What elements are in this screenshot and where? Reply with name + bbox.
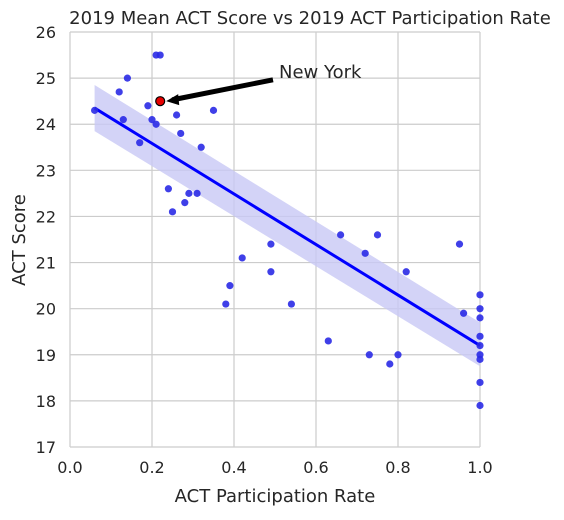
data-point xyxy=(365,351,373,359)
data-point xyxy=(164,185,172,193)
data-point xyxy=(455,240,464,248)
data-point xyxy=(267,240,275,248)
y-tick-label: 21 xyxy=(36,254,56,273)
data-point xyxy=(144,102,152,110)
x-tick-label: 0.8 xyxy=(385,458,410,477)
x-tick-label: 1.0 xyxy=(467,458,492,477)
data-point xyxy=(91,106,99,114)
data-point xyxy=(476,305,484,313)
data-point xyxy=(476,291,484,299)
data-point xyxy=(476,401,484,410)
highlight-annotation: New York xyxy=(155,62,362,107)
data-point xyxy=(181,199,189,207)
data-point xyxy=(168,208,177,216)
data-point xyxy=(222,300,230,308)
data-point xyxy=(119,116,127,124)
y-tick-label: 17 xyxy=(36,438,56,457)
data-point xyxy=(123,74,131,82)
data-point xyxy=(386,360,394,368)
y-tick-label: 18 xyxy=(36,392,56,411)
new-york-point xyxy=(155,96,166,107)
y-tick-label: 23 xyxy=(36,161,56,180)
y-tick-label: 24 xyxy=(36,115,56,134)
arrow-shaft xyxy=(171,77,274,103)
x-axis-label: ACT Participation Rate xyxy=(175,486,376,507)
arrow-head xyxy=(166,94,180,106)
y-tick-label: 20 xyxy=(36,300,56,319)
data-point xyxy=(193,189,201,197)
data-point xyxy=(402,268,410,276)
data-point xyxy=(476,355,484,363)
grid xyxy=(69,31,481,448)
x-tick-label: 0.0 xyxy=(57,458,82,477)
data-point xyxy=(177,129,185,138)
data-point xyxy=(148,116,156,124)
data-point xyxy=(238,254,246,262)
data-point xyxy=(115,88,123,96)
data-point xyxy=(394,351,402,359)
data-point xyxy=(197,143,205,151)
x-tick-label: 0.4 xyxy=(221,458,246,477)
data-point xyxy=(476,332,484,340)
data-point xyxy=(476,314,484,322)
y-tick-label: 19 xyxy=(36,346,56,365)
regression-line xyxy=(93,106,481,347)
y-axis-label: ACT Score xyxy=(9,194,30,286)
data-point xyxy=(156,51,164,59)
regression-line-path xyxy=(93,106,481,347)
y-tick-label: 22 xyxy=(36,207,56,226)
data-point xyxy=(267,268,275,276)
data-point xyxy=(476,341,484,350)
data-points xyxy=(91,51,484,410)
data-point xyxy=(136,139,144,147)
data-point xyxy=(287,300,295,308)
data-point xyxy=(209,106,218,114)
data-point xyxy=(226,282,234,290)
data-point xyxy=(373,231,382,239)
data-point xyxy=(337,231,345,239)
data-point xyxy=(324,337,332,345)
new-york-label: New York xyxy=(279,62,362,83)
data-point xyxy=(460,309,468,317)
data-point xyxy=(476,378,484,387)
x-tick-label: 0.6 xyxy=(303,458,328,477)
data-point xyxy=(361,249,369,257)
data-point xyxy=(173,111,181,119)
chart-title: 2019 Mean ACT Score vs 2019 ACT Particip… xyxy=(69,8,551,29)
x-tick-label: 0.2 xyxy=(139,458,164,477)
y-tick-label: 25 xyxy=(36,69,56,88)
data-point xyxy=(152,120,160,128)
y-tick-label: 26 xyxy=(36,23,56,42)
data-point xyxy=(185,189,193,197)
tick-labels: 0.0 0.2 0.4 0.6 0.8 1.0 17 18 19 20 21 22 23 24 25 26 xyxy=(36,23,493,477)
